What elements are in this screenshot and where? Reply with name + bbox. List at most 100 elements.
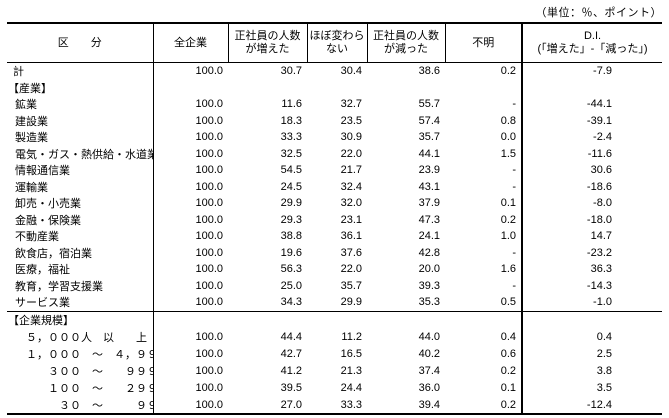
value-cell: 35.7 (418, 131, 440, 144)
row-label: 【産業】 (7, 79, 154, 96)
value-cell: - (512, 246, 516, 259)
value-cell: 100.0 (195, 131, 223, 144)
value-cell (445, 310, 522, 328)
row-label: 教育，学習支援業 (7, 277, 154, 294)
value-cell: 40.2 (418, 347, 440, 360)
value-cell: 16.5 (340, 347, 362, 360)
di-value-cell: 36.3 (521, 261, 662, 278)
value-cell (445, 80, 522, 97)
value-cell: 24.4 (340, 381, 362, 394)
value-cell: 22.0 (340, 263, 362, 276)
value-cell: 18.3 (280, 114, 302, 127)
value-cell: 0.2 (500, 213, 516, 226)
value-cell: 0.0 (500, 131, 516, 144)
value-cell: 44.4 (280, 330, 302, 343)
value-cell: 29.9 (280, 197, 302, 210)
value-cell (367, 310, 445, 328)
col-header-unknown: 不明 (444, 22, 522, 63)
row-label: ３００ ～ ９９９人 (7, 362, 154, 379)
row-label: 運輸業 (7, 178, 154, 195)
di-value-cell: -18.6 (521, 178, 662, 195)
value-cell: 43.1 (418, 180, 440, 193)
row-label: 金融・保険業 (7, 211, 154, 228)
value-cell: 0.4 (500, 330, 516, 343)
table-row: 【企業規模】 (7, 310, 662, 328)
value-cell (307, 310, 367, 328)
value-cell: 33.3 (280, 131, 302, 144)
di-value-cell (521, 310, 662, 328)
table-body: 計 100.0 30.7 30.4 38.6 0.2 -7.9 【産業】 鉱業 100.0 11.6… (7, 62, 662, 414)
value-cell: 39.4 (418, 398, 440, 411)
value-cell (367, 80, 445, 97)
value-cell: 1.5 (500, 147, 516, 160)
row-label: 製造業 (7, 129, 154, 146)
value-cell: 32.0 (340, 197, 362, 210)
di-value-cell: -14.3 (521, 277, 662, 294)
value-cell: 22.0 (340, 147, 362, 160)
value-cell: 39.3 (418, 279, 440, 292)
value-cell: 47.3 (418, 213, 440, 226)
col-header-decreased: 正社員の人数 が減った (366, 22, 445, 63)
row-label: １，０００ ～ ４，９９９人 (7, 345, 154, 362)
value-cell: 35.7 (340, 279, 362, 292)
row-label: 不動産業 (7, 228, 154, 245)
value-cell: 56.3 (280, 263, 302, 276)
value-cell: 100.0 (195, 114, 223, 127)
di-value-cell: -1.0 (521, 294, 662, 311)
value-cell: 19.6 (280, 246, 302, 259)
value-cell: 1.6 (500, 263, 516, 276)
value-cell: 42.8 (418, 246, 440, 259)
di-value-cell: -2.4 (521, 129, 662, 146)
col-header-increased: 正社員の人数 が増えた (227, 22, 307, 63)
row-label: 建設業 (7, 112, 154, 129)
value-cell: 100.0 (195, 347, 223, 360)
value-cell: 36.0 (418, 381, 440, 394)
row-label: 【企業規模】 (7, 310, 154, 328)
value-cell: 0.1 (500, 381, 516, 394)
summary-table: 区 分 全企業 正社員の人数 が増えた ほぼ変わら ない 正社員の人数 が減った… (7, 22, 662, 415)
unit-note: （単位：％、ポイント） (535, 7, 662, 19)
di-value-cell: -18.0 (521, 211, 662, 228)
value-cell: 1.0 (500, 230, 516, 243)
table-row: １，０００ ～ ４，９９９人 100.0 42.7 16.5 40.2 0.6 2.5 (7, 345, 662, 362)
value-cell: 34.3 (280, 296, 302, 309)
value-cell: 21.7 (340, 164, 362, 177)
table-row: 鉱業 100.0 11.6 32.7 55.7 - -44.1 (7, 96, 662, 113)
row-label: 卸売・小売業 (7, 195, 154, 212)
value-cell: 39.5 (280, 381, 302, 394)
value-cell: 0.2 (500, 398, 516, 411)
value-cell: 23.5 (340, 114, 362, 127)
table-row: 計 100.0 30.7 30.4 38.6 0.2 -7.9 (7, 62, 662, 80)
value-cell: 44.0 (418, 330, 440, 343)
row-label: 飲食店，宿泊業 (7, 244, 154, 261)
value-cell: 11.6 (281, 98, 302, 111)
value-cell: 37.9 (418, 197, 440, 210)
col-header-di: D.I. (「増えた」-「減った」) (521, 22, 662, 63)
di-value-cell: -12.4 (521, 396, 662, 414)
di-value-cell: -44.1 (521, 96, 662, 113)
value-cell: 41.2 (280, 364, 302, 377)
value-cell: 24.1 (418, 230, 440, 243)
di-value-cell: 0.4 (521, 328, 662, 345)
value-cell: 100.0 (195, 147, 223, 160)
row-label: 鉱業 (7, 96, 154, 113)
table-row: 運輸業 100.0 24.5 32.4 43.1 - -18.6 (7, 178, 662, 195)
value-cell: 57.4 (418, 114, 440, 127)
di-value-cell (521, 79, 662, 96)
row-label: １００ ～ ２９９人 (7, 379, 154, 396)
value-cell: 0.2 (500, 364, 516, 377)
value-cell: 37.4 (418, 364, 440, 377)
value-cell: 100.0 (195, 296, 223, 309)
value-cell: - (512, 180, 516, 193)
value-cell: 100.0 (195, 213, 223, 226)
value-cell: 30.9 (340, 131, 362, 144)
value-cell: 33.3 (340, 398, 362, 411)
table-row: 【産業】 (7, 79, 662, 97)
table-row: 製造業 100.0 33.3 30.9 35.7 0.0 -2.4 (7, 129, 662, 146)
value-cell: 100.0 (195, 381, 223, 394)
di-value-cell: 3.8 (521, 362, 662, 379)
value-cell: 42.7 (280, 347, 302, 360)
value-cell: 100.0 (195, 197, 223, 210)
value-cell: 35.3 (418, 296, 440, 309)
